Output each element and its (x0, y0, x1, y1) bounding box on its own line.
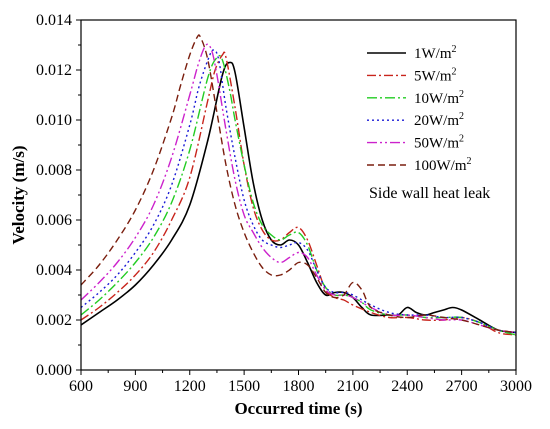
legend-label-1: 1W/m2 (414, 44, 457, 62)
y-tick-label: 0.002 (36, 312, 72, 329)
x-tick-label: 600 (69, 378, 93, 395)
legend-label-superscript: 2 (452, 44, 457, 55)
legend-label-superscript: 2 (452, 66, 457, 77)
legend-label-superscript: 2 (467, 156, 472, 167)
legend-label-superscript: 2 (459, 111, 464, 122)
y-tick-label: 0.012 (36, 62, 72, 79)
x-tick-label: 900 (123, 378, 147, 395)
y-tick-label: 0.008 (36, 162, 72, 179)
y-tick-label: 0.006 (36, 212, 72, 229)
series-line-5 (81, 43, 516, 334)
plot-frame (80, 19, 517, 371)
series-line-2 (81, 51, 516, 336)
y-tick-labels: 0.000 0.002 0.004 0.006 0.008 0.010 0.012 0.014 (36, 12, 72, 379)
series-line-6 (81, 34, 516, 334)
annotation-text: Side wall heat leak (369, 185, 490, 202)
legend-label-6: 100W/m2 (414, 156, 472, 174)
x-tick-label: 2700 (446, 378, 478, 395)
legend-label-5: 50W/m2 (414, 134, 464, 152)
y-axis-title: Velocity (m/s) (9, 146, 28, 245)
series-line-4 (81, 49, 516, 334)
legend-label-superscript: 2 (459, 134, 464, 145)
series-line-1 (81, 61, 516, 334)
y-tick-label: 0.004 (36, 262, 72, 279)
legend-label-text: 50W/m (414, 136, 459, 152)
legend-label-text: 100W/m (414, 158, 467, 174)
x-tick-label: 1500 (228, 378, 260, 395)
x-tick-labels: 600 900 1200 1500 1800 2100 2400 2700 3000 (69, 378, 532, 395)
legend-label-text: 5W/m (414, 68, 452, 84)
series-layer (81, 34, 516, 336)
x-tick-label: 1200 (174, 378, 206, 395)
legend-label-3: 10W/m2 (414, 89, 464, 107)
x-tick-label: 2100 (337, 378, 369, 395)
legend-label-text: 1W/m (414, 46, 452, 62)
y-tick-label: 0.000 (36, 362, 72, 379)
legend-label-text: 20W/m (414, 113, 459, 129)
series-line-3 (81, 54, 516, 336)
x-tick-label: 3000 (500, 378, 532, 395)
legend-label-2: 5W/m2 (414, 66, 457, 84)
legend-label-superscript: 2 (459, 89, 464, 100)
legend-label-text: 10W/m (414, 91, 459, 107)
x-axis-title: Occurred time (s) (234, 399, 362, 418)
x-tick-label: 1800 (283, 378, 315, 395)
y-tick-label: 0.010 (36, 112, 72, 129)
x-tick-label: 2400 (391, 378, 423, 395)
y-tick-label: 0.014 (36, 12, 72, 29)
legend-label-4: 20W/m2 (414, 111, 464, 129)
